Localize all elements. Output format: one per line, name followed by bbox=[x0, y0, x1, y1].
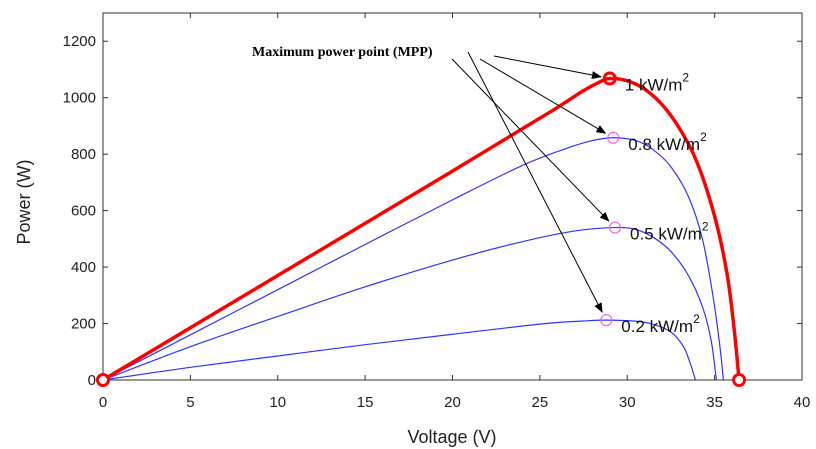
curve-label-3: 0.2 kW/m2 bbox=[621, 312, 700, 336]
y-tick-label: 200 bbox=[71, 316, 96, 333]
curve-label-text: 0.8 kW/m bbox=[628, 135, 700, 154]
mpp-marker-2 bbox=[608, 221, 622, 234]
curve-label-superscript: 2 bbox=[702, 220, 709, 234]
curve-label-superscript: 2 bbox=[700, 130, 707, 144]
y-tick-label: 1200 bbox=[63, 33, 96, 50]
y-tick-label: 800 bbox=[71, 146, 96, 163]
curve-label-superscript: 2 bbox=[682, 70, 689, 84]
y-tick-label: 1000 bbox=[63, 90, 96, 107]
endpoint-marker-0 bbox=[96, 373, 110, 387]
mpp-marker-0 bbox=[602, 71, 617, 86]
mpp-arrow-3 bbox=[467, 51, 603, 314]
curve-label-0: 1 kW/m2 bbox=[625, 70, 690, 94]
x-tick-label: 40 bbox=[794, 394, 811, 411]
curve-label-1: 0.8 kW/m2 bbox=[628, 130, 707, 154]
markers-layer bbox=[96, 71, 747, 387]
x-tick-label: 15 bbox=[357, 394, 374, 411]
y-tick-label: 400 bbox=[71, 259, 96, 276]
x-tick-label: 5 bbox=[186, 394, 194, 411]
curve-label-text: 0.2 kW/m bbox=[621, 317, 693, 336]
mpp-annotation-text: Maximum power point (MPP) bbox=[252, 45, 433, 60]
y-axis-title: Power (W) bbox=[14, 160, 34, 245]
mpp-arrow-0 bbox=[493, 55, 602, 79]
curve-label-text: 1 kW/m bbox=[625, 75, 683, 94]
y-tick-label: 600 bbox=[71, 203, 96, 220]
mpp-arrow-1 bbox=[479, 58, 607, 134]
series-line-1 bbox=[102, 137, 724, 381]
curve-label-2: 0.5 kW/m2 bbox=[630, 220, 709, 244]
x-tick-label: 30 bbox=[619, 394, 636, 411]
curve-label-text: 0.5 kW/m bbox=[630, 225, 702, 244]
annotations-layer: Maximum power point (MPP) bbox=[252, 45, 610, 314]
mpp-marker-1 bbox=[607, 131, 620, 144]
series-line-3 bbox=[102, 319, 696, 381]
x-tick-label: 25 bbox=[532, 394, 549, 411]
curve-labels-layer: 0.8 kW/m20.5 kW/m20.2 kW/m21 kW/m2 bbox=[621, 70, 709, 336]
x-tick-label: 10 bbox=[269, 394, 286, 411]
x-tick-label: 0 bbox=[99, 394, 107, 411]
endpoint-marker-1 bbox=[732, 373, 747, 387]
x-tick-label: 20 bbox=[444, 394, 461, 411]
x-axis-title: Voltage (V) bbox=[407, 427, 496, 447]
mpp-arrow-2 bbox=[451, 58, 610, 222]
y-tick-label: 0 bbox=[88, 372, 96, 389]
x-tick-label: 35 bbox=[706, 394, 723, 411]
series-line-2 bbox=[102, 226, 717, 381]
mpp-marker-3 bbox=[600, 314, 613, 327]
curve-label-superscript: 2 bbox=[693, 312, 700, 326]
